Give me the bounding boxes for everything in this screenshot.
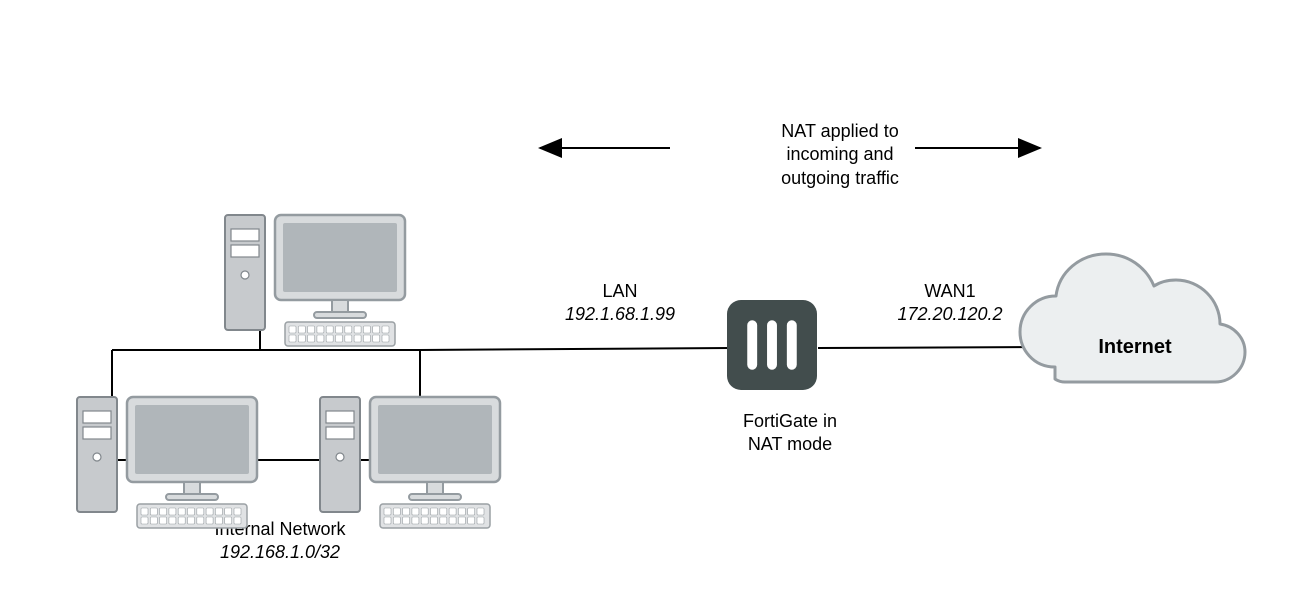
nat-caption: NAT applied to incoming and outgoing tra… <box>760 120 920 190</box>
fortigate-icon <box>727 300 817 390</box>
internet-label: Internet <box>1098 336 1172 358</box>
internal-network-label: Internal Network 192.168.1.0/32 <box>180 518 380 565</box>
lan-name: LAN <box>602 281 637 301</box>
fortigate-label-line2: NAT mode <box>748 434 832 454</box>
wan-label: WAN1 172.20.120.2 <box>870 280 1030 327</box>
nat-caption-line2: incoming and <box>786 144 893 164</box>
workstation-icon <box>225 215 405 346</box>
internet-cloud-icon: Internet <box>1020 254 1245 382</box>
lan-label: LAN 192.1.68.1.99 <box>540 280 700 327</box>
diagram-canvas: NAT applied to incoming and outgoing tra… <box>0 0 1315 600</box>
internal-network-name: Internal Network <box>214 519 345 539</box>
wan-name: WAN1 <box>924 281 975 301</box>
wan-ip: 172.20.120.2 <box>897 304 1002 324</box>
nat-caption-line3: outgoing traffic <box>781 168 899 188</box>
topology-lines <box>112 310 1050 460</box>
workstation-icon <box>77 397 257 528</box>
fortigate-label-line1: FortiGate in <box>743 411 837 431</box>
internal-network-subnet: 192.168.1.0/32 <box>220 542 340 562</box>
lan-ip: 192.1.68.1.99 <box>565 304 675 324</box>
fortigate-label: FortiGate in NAT mode <box>720 410 860 457</box>
workstations-group <box>77 215 500 528</box>
workstation-icon <box>320 397 500 528</box>
nat-caption-line1: NAT applied to <box>781 121 898 141</box>
